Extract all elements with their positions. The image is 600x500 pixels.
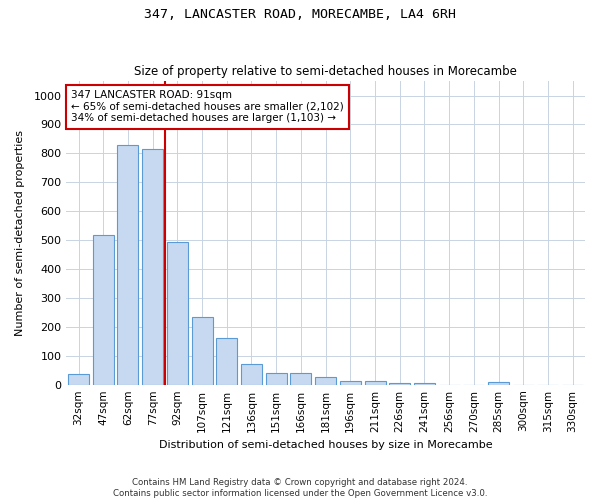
Bar xyxy=(340,381,361,384)
Text: 347 LANCASTER ROAD: 91sqm
← 65% of semi-detached houses are smaller (2,102)
34% : 347 LANCASTER ROAD: 91sqm ← 65% of semi-… xyxy=(71,90,344,124)
Bar xyxy=(68,374,89,384)
Bar xyxy=(290,373,311,384)
Bar xyxy=(241,364,262,384)
Bar xyxy=(315,376,336,384)
Bar xyxy=(216,338,237,384)
Bar xyxy=(488,382,509,384)
Bar xyxy=(142,149,163,384)
Bar xyxy=(266,373,287,384)
Bar xyxy=(191,316,212,384)
Bar xyxy=(389,383,410,384)
Bar xyxy=(93,235,114,384)
Bar xyxy=(167,242,188,384)
Bar xyxy=(365,381,386,384)
Y-axis label: Number of semi-detached properties: Number of semi-detached properties xyxy=(15,130,25,336)
Bar xyxy=(118,146,139,384)
Text: 347, LANCASTER ROAD, MORECAMBE, LA4 6RH: 347, LANCASTER ROAD, MORECAMBE, LA4 6RH xyxy=(144,8,456,20)
Bar xyxy=(414,383,435,384)
Title: Size of property relative to semi-detached houses in Morecambe: Size of property relative to semi-detach… xyxy=(134,66,517,78)
Text: Contains HM Land Registry data © Crown copyright and database right 2024.
Contai: Contains HM Land Registry data © Crown c… xyxy=(113,478,487,498)
X-axis label: Distribution of semi-detached houses by size in Morecambe: Distribution of semi-detached houses by … xyxy=(159,440,493,450)
